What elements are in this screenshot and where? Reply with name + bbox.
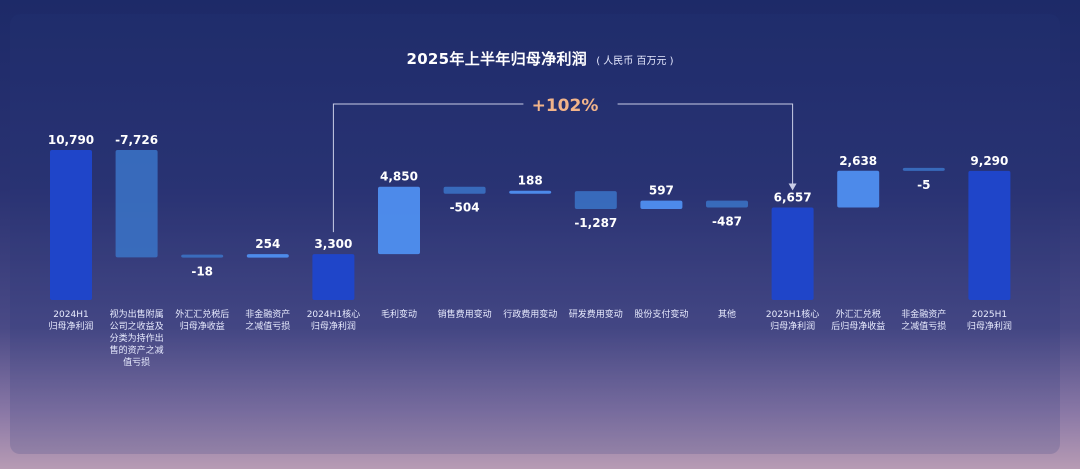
waterfall-bar xyxy=(837,170,880,208)
waterfall-bar xyxy=(640,200,683,209)
waterfall-bar xyxy=(443,186,486,194)
growth-bracket xyxy=(617,103,794,188)
data-label: -487 xyxy=(712,214,742,228)
category-label: 外汇汇兑税后归母净收益 xyxy=(175,308,229,332)
category-label: 毛利变动 xyxy=(381,308,417,320)
chart-panel xyxy=(10,14,1060,454)
waterfall-bar xyxy=(246,254,289,258)
category-label: 2024H1核心归母净利润 xyxy=(307,308,360,332)
waterfall-bar xyxy=(181,254,224,258)
category-label: 其他 xyxy=(718,308,736,320)
category-label: 2025H1 归母净利润 xyxy=(967,310,1012,332)
category-label: 2025H1核心归母净利润 xyxy=(766,308,819,332)
chart-title-block: 2025年上半年归母净利润 ( 人民币 百万元 ) xyxy=(0,48,1080,69)
growth-annotation: +102% xyxy=(532,96,599,116)
data-label: 9,290 xyxy=(970,154,1008,168)
data-label: 6,657 xyxy=(774,190,812,204)
category-label: 视为出售附属公司之收益及分类为持作出售的资产之减值亏损 xyxy=(110,308,164,368)
category-label: 行政费用变动 xyxy=(503,308,557,320)
data-label: 254 xyxy=(255,237,280,251)
data-label: -18 xyxy=(191,265,213,279)
bracket-arrow xyxy=(788,183,797,191)
data-label: -504 xyxy=(450,201,480,215)
data-label: 3,300 xyxy=(314,237,352,251)
growth-bracket xyxy=(332,103,524,233)
waterfall-bar xyxy=(706,200,748,208)
waterfall-bar xyxy=(50,150,92,300)
waterfall-bar xyxy=(968,170,1011,300)
category-label: 2024H1 归母净利润 xyxy=(48,310,93,332)
category-label: 研发费用变动 xyxy=(569,308,623,320)
category-label: 外汇汇兑税后归母净收益 xyxy=(831,308,885,332)
data-label: 188 xyxy=(518,174,543,188)
chart-title: 2025年上半年归母净利润 xyxy=(406,50,588,68)
waterfall-bar xyxy=(574,191,617,209)
data-label: 10,790 xyxy=(48,133,94,147)
category-label: 非金融资产之减值亏损 xyxy=(245,308,290,332)
category-label: 非金融资产之减值亏损 xyxy=(901,308,946,332)
waterfall-bar xyxy=(509,190,552,194)
waterfall-bar xyxy=(378,186,420,255)
chart-unit-label: ( 人民币 百万元 ) xyxy=(596,56,674,67)
data-label: 4,850 xyxy=(380,170,418,184)
data-label: -5 xyxy=(917,178,930,192)
category-label: 销售费用变动 xyxy=(438,308,492,320)
data-label: 2,638 xyxy=(839,154,877,168)
data-label: -1,287 xyxy=(574,216,617,230)
waterfall-bar xyxy=(115,150,158,258)
data-label: 597 xyxy=(649,184,674,198)
waterfall-bar xyxy=(902,167,945,171)
data-label: -7,726 xyxy=(115,133,158,147)
category-label: 股份支付变动 xyxy=(634,308,688,320)
waterfall-bar xyxy=(771,207,814,300)
waterfall-bar xyxy=(312,254,355,300)
